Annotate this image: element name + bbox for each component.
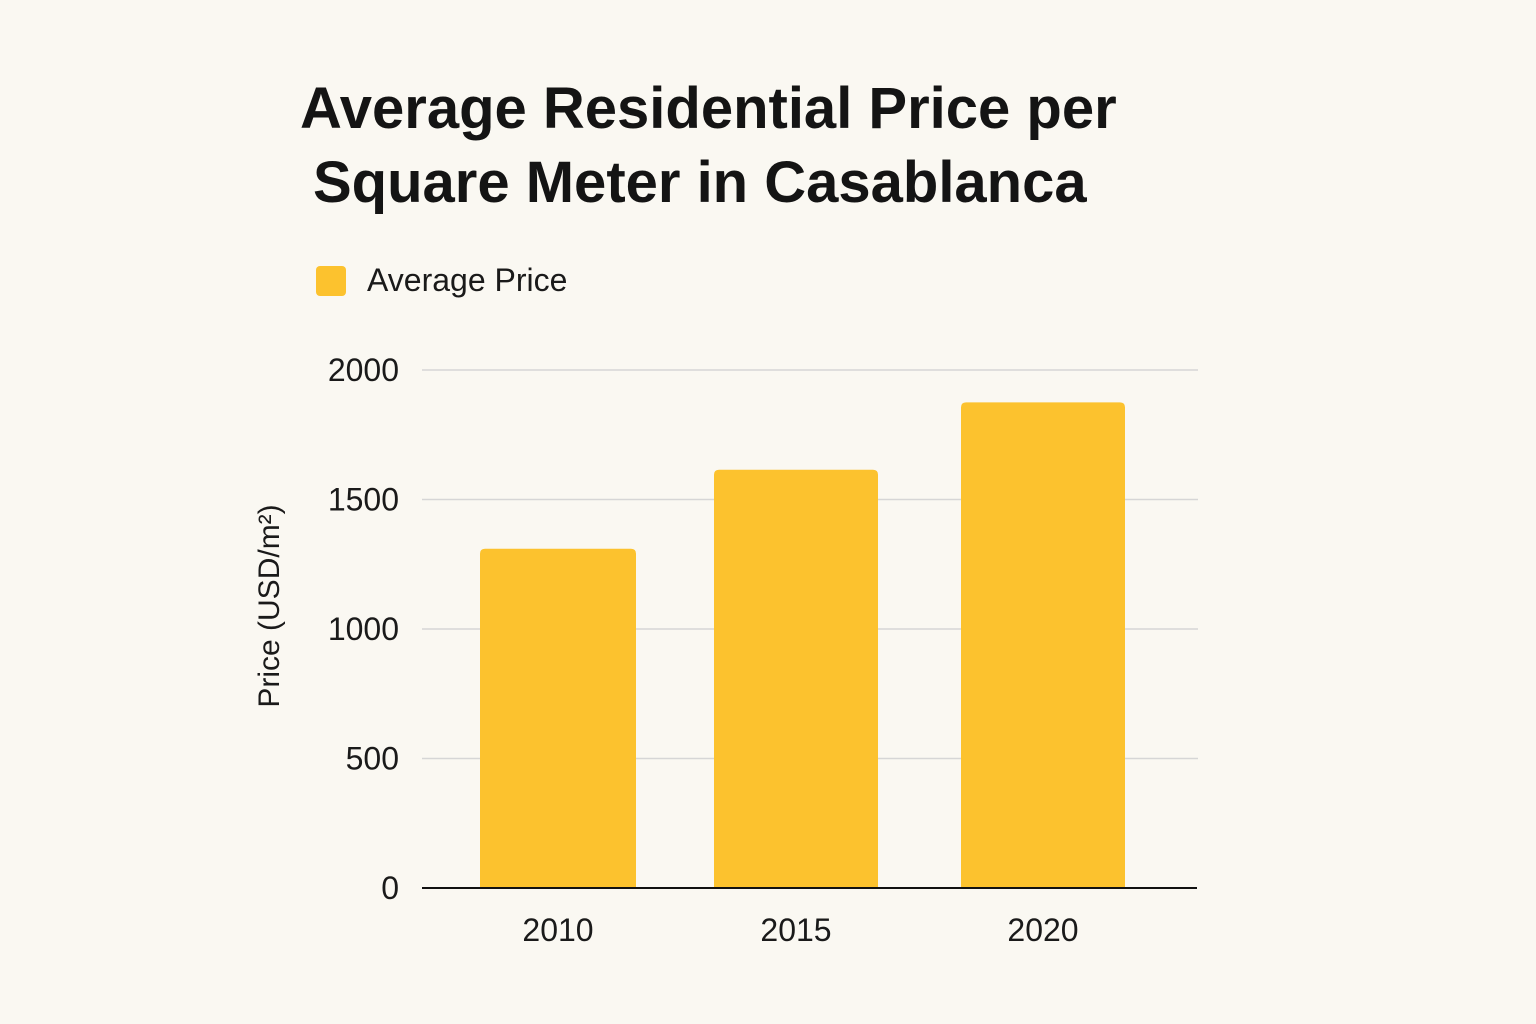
bars	[480, 402, 1125, 888]
legend-label-average-price: Average Price	[367, 262, 568, 298]
bar-2010	[480, 548, 636, 888]
x-tick-label-2010: 2010	[522, 912, 593, 948]
y-tick-label-0: 0	[381, 870, 399, 906]
chart-title-line-2: Square Meter in Casablanca	[313, 150, 1087, 215]
y-tick-label-1000: 1000	[328, 611, 399, 647]
legend-swatch-average-price	[316, 265, 346, 296]
y-tick-label-2000: 2000	[328, 352, 399, 388]
x-tick-labels: 2010 2015 2020	[522, 912, 1078, 948]
bar-2015	[714, 469, 878, 888]
y-tick-label-1500: 1500	[328, 482, 399, 518]
legend: Average Price	[316, 262, 567, 299]
x-tick-label-2015: 2015	[760, 912, 831, 948]
bar-2020	[961, 402, 1125, 888]
y-tick-label-500: 500	[346, 741, 399, 777]
x-tick-label-2020: 2020	[1007, 912, 1078, 948]
y-axis-title: Price (USD/m²)	[253, 504, 286, 707]
chart-title-line-1: Average Residential Price per	[300, 76, 1117, 141]
chart-title: Average Residential Price per Square Met…	[300, 72, 1200, 220]
y-tick-labels: 0 500 1000 1500 2000	[328, 352, 399, 906]
